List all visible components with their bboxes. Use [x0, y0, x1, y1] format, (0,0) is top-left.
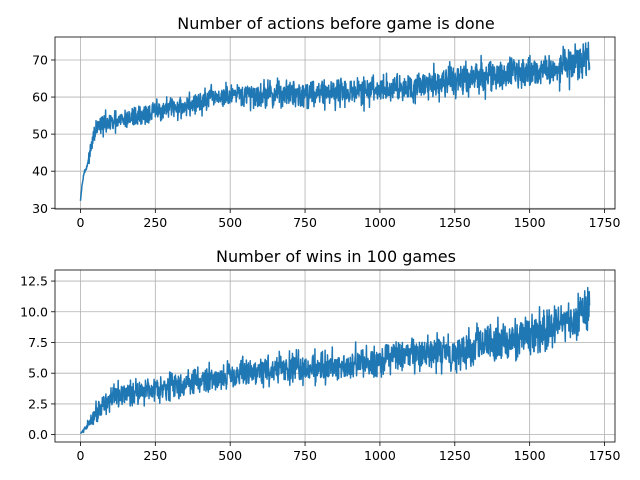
x-tick-label: 0 [76, 448, 84, 463]
axes-frame [54, 36, 616, 210]
chart-title: Number of wins in 100 games [216, 247, 456, 266]
x-tick-label: 1750 [589, 448, 621, 463]
y-tick-label: 70 [32, 52, 48, 67]
x-tick-label: 750 [293, 215, 317, 230]
y-tick-label: 10.0 [20, 304, 48, 319]
y-tick-label: 2.5 [28, 396, 48, 411]
x-tick-label: 750 [293, 448, 317, 463]
gridlines [55, 37, 615, 209]
y-tick-label: 60 [32, 90, 48, 105]
y-tick-label: 30 [32, 201, 48, 216]
x-tick-label: 1500 [514, 215, 546, 230]
y-tick-label: 5.0 [28, 366, 48, 381]
gridlines [55, 270, 615, 442]
x-tick-label: 1500 [514, 448, 546, 463]
x-tick-label: 0 [76, 215, 84, 230]
series-line-actions [79, 41, 591, 201]
x-tick-label: 500 [218, 448, 242, 463]
x-tick-label: 1000 [364, 215, 396, 230]
y-tick-label: 7.5 [28, 335, 48, 350]
chart-actions: Number of actions before game is done 0 2… [32, 14, 620, 230]
x-tick-label: 1750 [589, 215, 621, 230]
chart-wins: Number of wins in 100 games 0 250 500 750 10… [20, 247, 620, 463]
x-tick-label: 250 [143, 215, 167, 230]
y-tick-label: 0.0 [28, 427, 48, 442]
x-tick-label: 1250 [439, 448, 471, 463]
y-tick-label: 40 [32, 164, 48, 179]
series-line-wins [80, 286, 591, 435]
ticks: 0 250 500 750 1000 1250 1500 1750 30 40 50 60 70 [32, 52, 620, 230]
x-tick-label: 250 [143, 448, 167, 463]
y-tick-label: 12.5 [20, 274, 48, 289]
y-tick-label: 50 [32, 127, 48, 142]
x-tick-label: 500 [218, 215, 242, 230]
x-tick-label: 1250 [439, 215, 471, 230]
axes-frame [54, 269, 616, 443]
ticks: 0 250 500 750 1000 1250 1500 1750 0.0 2.5 5.0 7.5 10… [20, 274, 620, 463]
x-tick-label: 1000 [364, 448, 396, 463]
chart-title: Number of actions before game is done [177, 14, 494, 33]
